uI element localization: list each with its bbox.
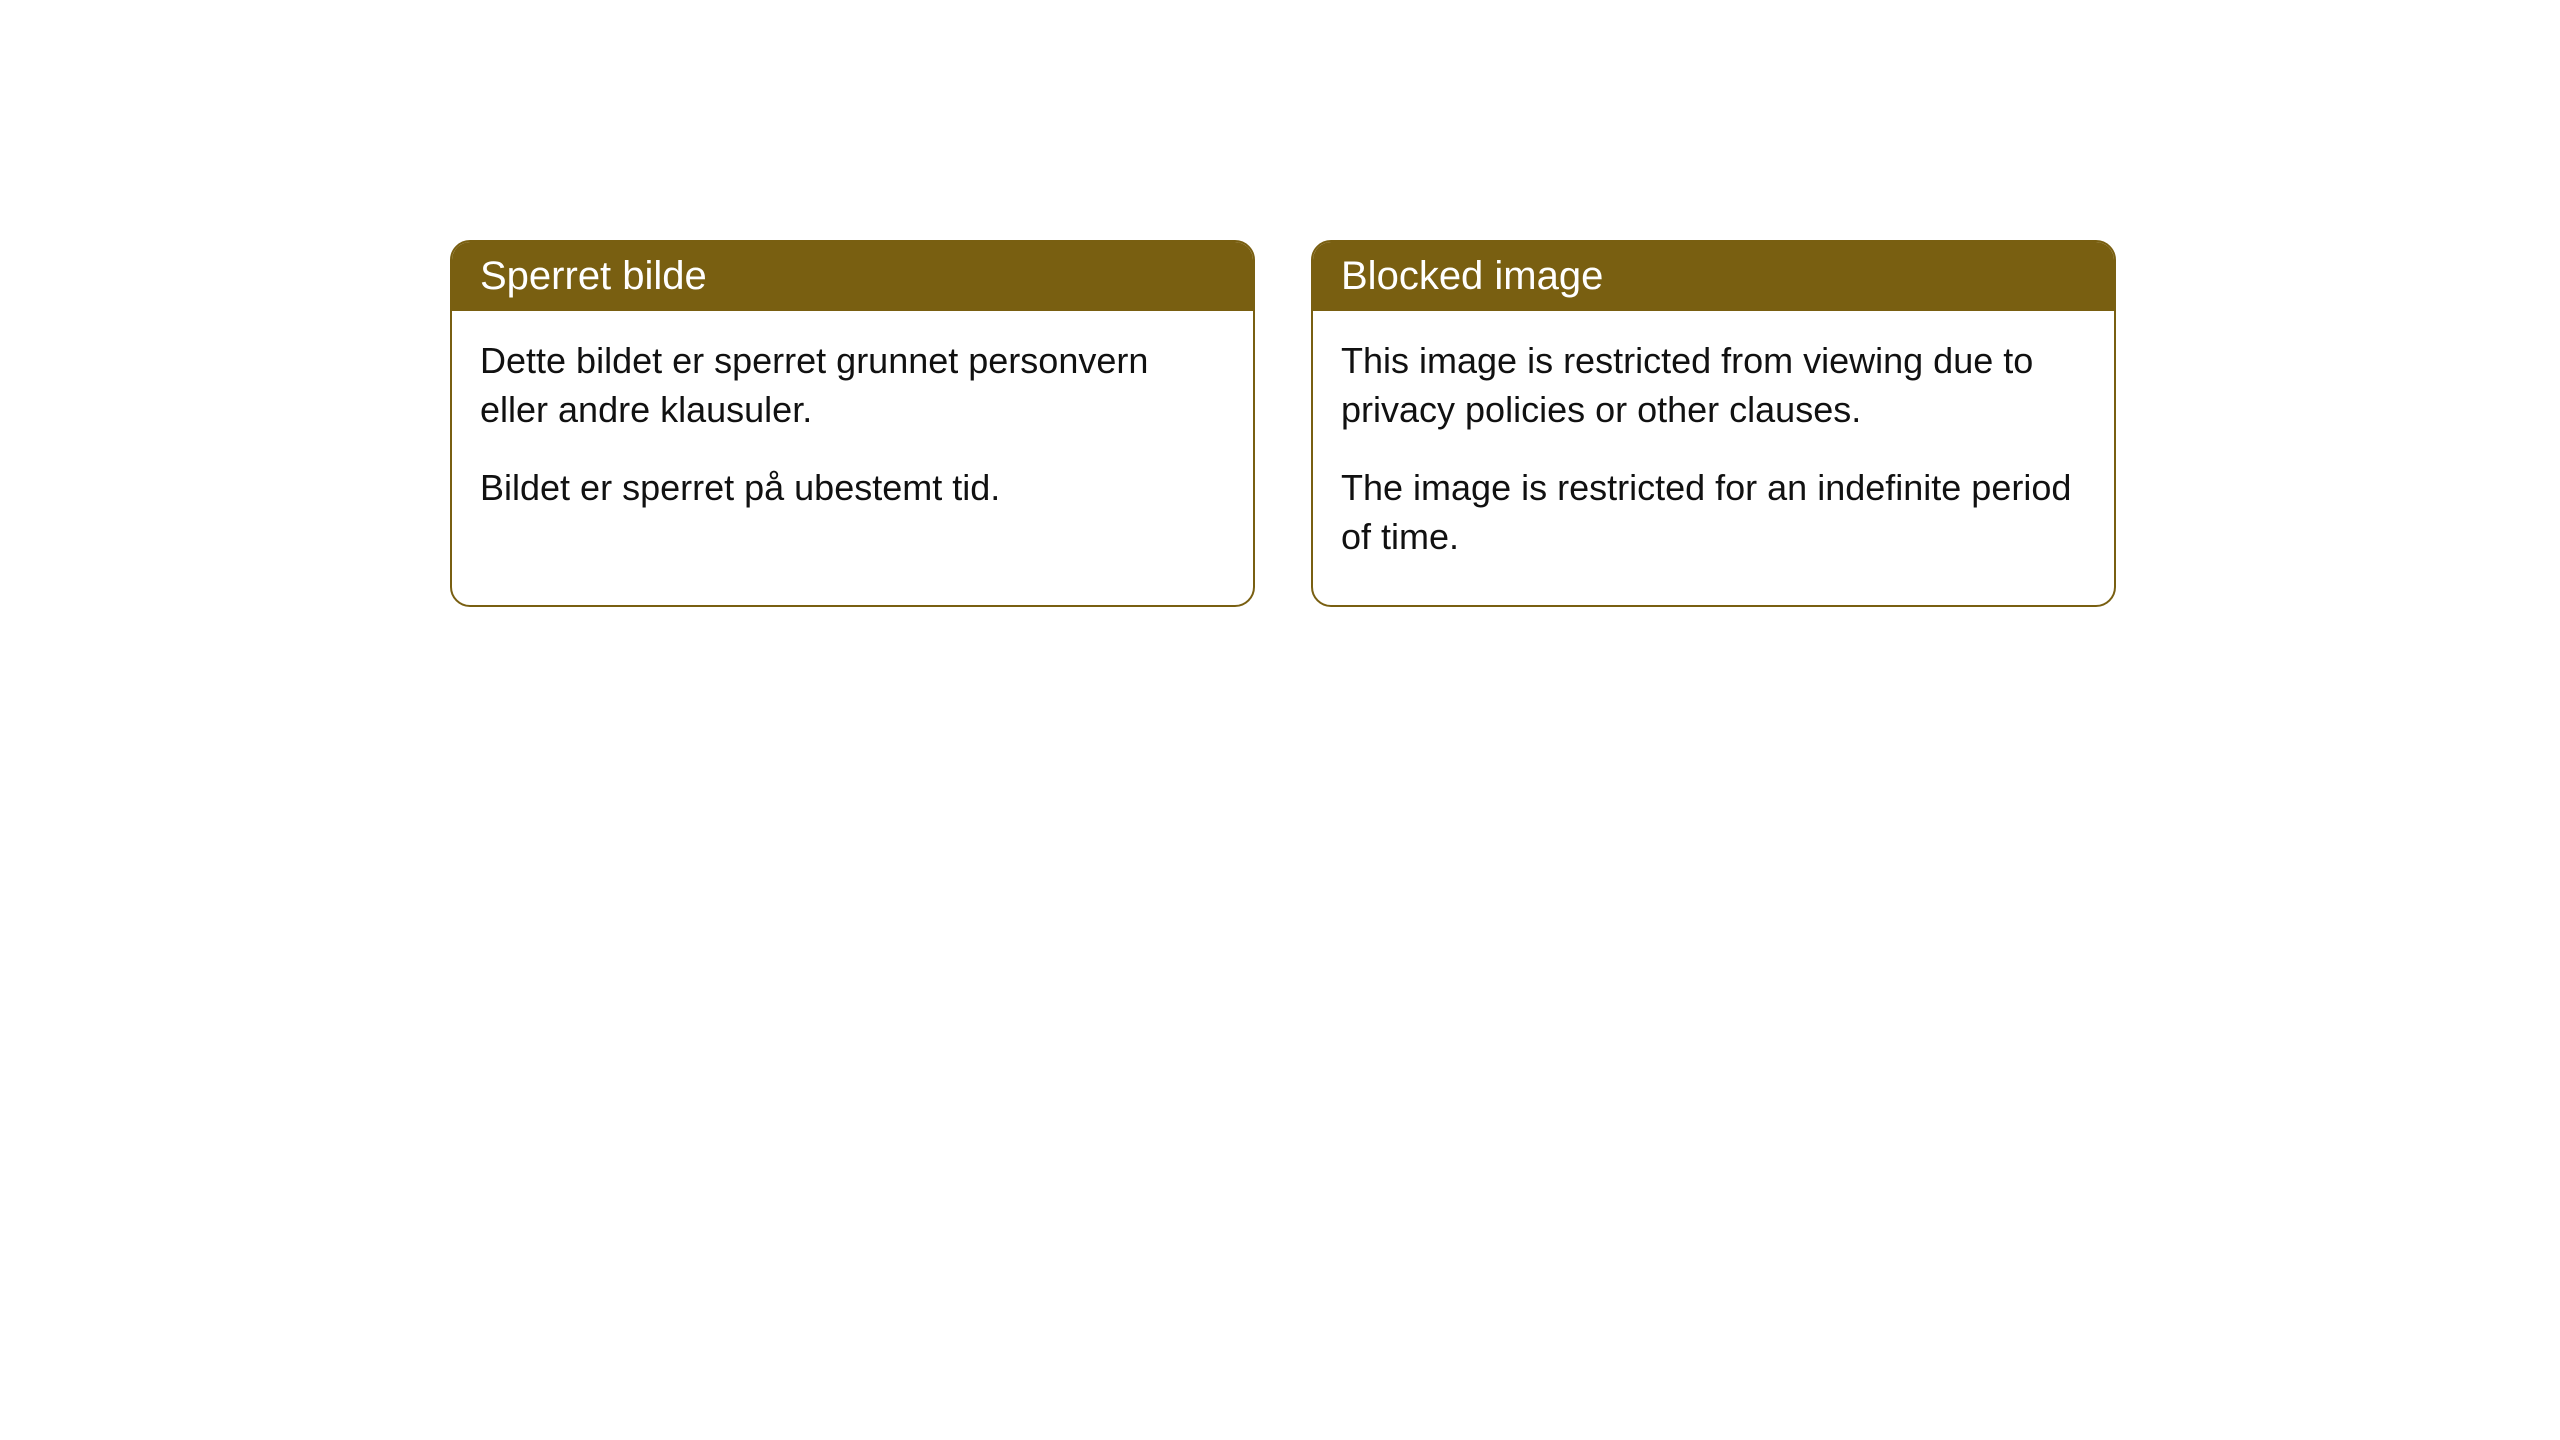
card-paragraph: Bildet er sperret på ubestemt tid. — [480, 464, 1225, 513]
card-body: This image is restricted from viewing du… — [1313, 311, 2114, 605]
card-header: Blocked image — [1313, 242, 2114, 311]
card-header: Sperret bilde — [452, 242, 1253, 311]
blocked-image-card-norwegian: Sperret bilde Dette bildet er sperret gr… — [450, 240, 1255, 607]
notice-cards-container: Sperret bilde Dette bildet er sperret gr… — [450, 240, 2560, 607]
blocked-image-card-english: Blocked image This image is restricted f… — [1311, 240, 2116, 607]
card-paragraph: Dette bildet er sperret grunnet personve… — [480, 337, 1225, 434]
card-paragraph: This image is restricted from viewing du… — [1341, 337, 2086, 434]
card-title: Sperret bilde — [480, 254, 707, 298]
card-paragraph: The image is restricted for an indefinit… — [1341, 464, 2086, 561]
card-body: Dette bildet er sperret grunnet personve… — [452, 311, 1253, 557]
card-title: Blocked image — [1341, 254, 1603, 298]
